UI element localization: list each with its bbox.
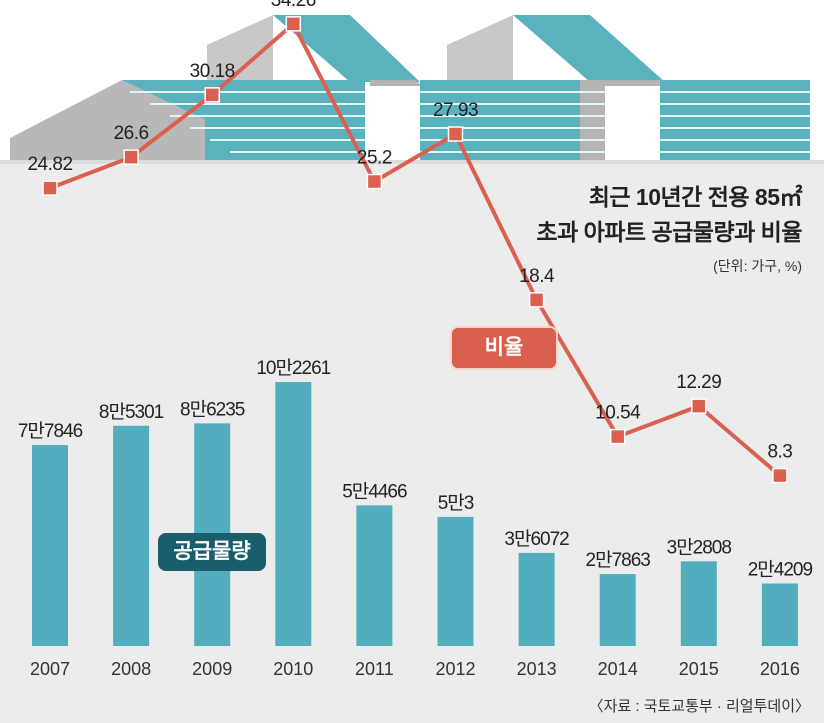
bar-2015 [680,561,717,646]
ratio-label-2011: 25.2 [357,148,392,169]
x-label-2009: 2009 [192,659,232,679]
ratio-point-2007 [42,180,58,196]
ratio-point-2011 [366,173,383,190]
unit-note: (단위: 가구, %) [713,258,802,274]
bar-label-2012: 5만3 [438,492,474,514]
ratio-point-2014 [609,428,626,445]
ratio-point-2013 [528,292,545,308]
ratio-label-2015: 12.29 [676,372,721,393]
ratio-label-2014: 10.54 [595,403,641,424]
bar-label-2014: 2만7863 [586,549,651,571]
bar-2012 [437,516,474,646]
x-label-2013: 2013 [517,659,557,679]
ratio-line-path [49,21,782,478]
bar-2016 [761,583,798,646]
bar-label-2009: 8만6235 [180,398,245,420]
chart-title-line2: 초과 아파트 공급물량과 비율 [536,219,802,245]
bar-label-2015: 3만2808 [667,536,732,558]
bar-2010 [275,382,312,646]
bar-2011 [356,505,393,646]
ratio-point-2016 [772,467,788,484]
bar-label-2016: 2만4209 [748,559,813,581]
ratio-point-2010 [285,16,302,32]
ratio-point-2009 [204,87,220,103]
legend-ratio-label: 비율 [450,326,558,370]
ratio-label-2009: 30.18 [190,61,235,82]
chart-title-line1: 최근 10년간 전용 85㎡ [588,184,803,210]
ratio-label-2010: 34.26 [271,0,316,11]
x-label-2011: 2011 [355,659,394,679]
bar-label-2008: 8만5301 [99,401,164,423]
bar-2013 [518,552,555,646]
x-label-2008: 2008 [111,659,151,679]
ratio-point-2015 [691,398,707,414]
bar-label-2010: 10만2261 [256,357,330,379]
x-label-2015: 2015 [679,659,719,679]
x-label-2010: 2010 [273,659,313,679]
ratio-value-labels: 24.82 26.6 30.18 34.26 25.2 27.93 18.4 10.54 12.… [27,0,792,463]
ratio-label-2008: 26.6 [114,123,149,144]
ratio-line [42,16,788,484]
ratio-label-2016: 8.3 [767,442,792,463]
supply-value-labels: 7만7846 8만5301 8만6235 10만2261 5만4466 5만3 3만6072… [18,357,814,581]
bar-2008 [113,425,150,646]
x-label-2007: 2007 [30,659,70,679]
bar-2014 [599,574,636,646]
ratio-label-2012: 27.93 [433,100,478,121]
legend-supply-label: 공급물량 [158,533,266,571]
bar-label-2007: 7만7846 [18,420,83,442]
x-label-2014: 2014 [598,659,638,679]
roof-illustration [0,0,824,164]
bar-label-2013: 3만6072 [504,528,569,550]
x-axis-tick-labels: 2007 2008 2009 2010 2011 2012 2013 2014 2015 2016 [30,659,800,679]
x-label-2012: 2012 [435,659,475,679]
ratio-label-2007: 24.82 [27,154,72,175]
ratio-point-2012 [447,126,464,142]
bar-2007 [32,445,68,646]
ratio-label-2013: 18.4 [519,266,555,287]
source-note: 〈자료 : 국토교통부 · 리얼투데이〉 [588,698,810,715]
x-label-2016: 2016 [760,659,800,679]
bar-label-2011: 5만4466 [342,480,407,502]
ratio-point-2008 [123,149,139,165]
